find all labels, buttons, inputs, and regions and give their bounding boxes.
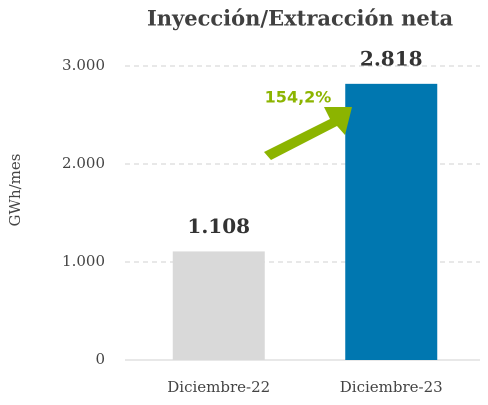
data-label: 2.818	[360, 46, 423, 70]
arrow	[264, 107, 352, 160]
data-label: 1.108	[187, 214, 250, 238]
chart-title: Inyección/Extracción neta	[147, 6, 454, 31]
y-tick-label: 1.000	[62, 252, 105, 270]
x-tick-label: Diciembre-22	[167, 378, 270, 396]
y-tick-label: 3.000	[62, 56, 105, 74]
y-tick-label: 0	[95, 350, 105, 368]
y-axis-label: GWh/mes	[6, 154, 24, 227]
x-tick-label: Diciembre-23	[340, 378, 443, 396]
annotation: 154,2%	[265, 88, 332, 107]
bar	[172, 251, 265, 360]
y-tick-label: 2.000	[62, 154, 105, 172]
bar	[345, 83, 438, 360]
